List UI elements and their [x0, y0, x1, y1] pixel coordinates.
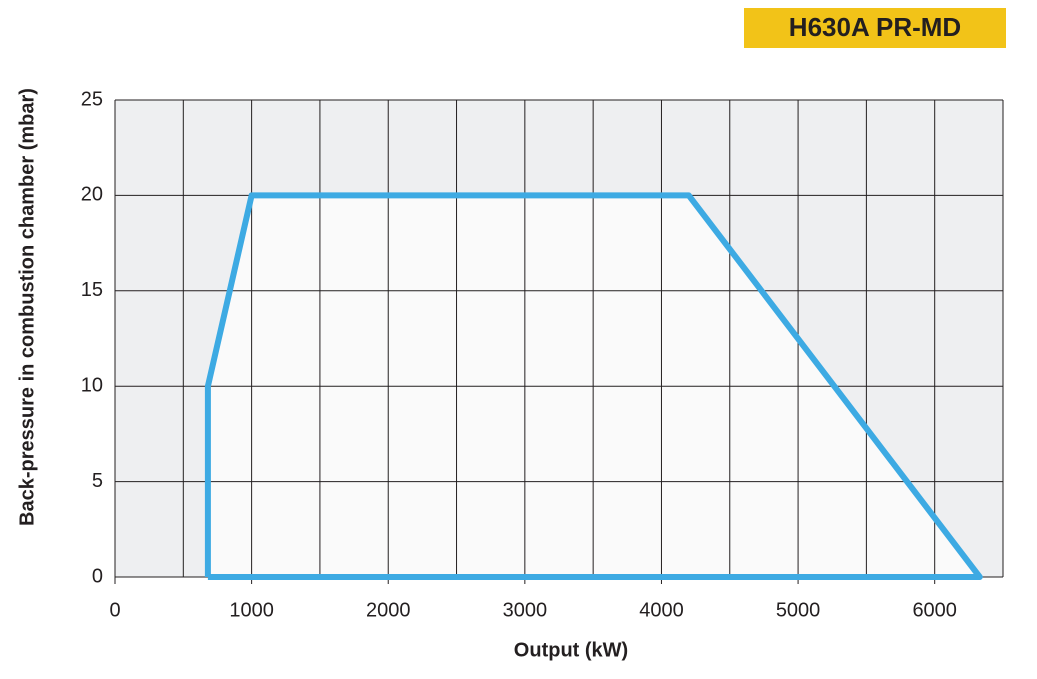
y-tick-label: 5	[92, 470, 103, 492]
y-tick-label: 20	[81, 184, 103, 206]
x-tick-label: 4000	[639, 599, 684, 621]
y-tick-label: 25	[81, 88, 103, 110]
y-axis-label: Back-pressure in combustion chamber (mba…	[16, 88, 38, 526]
x-tick-label: 3000	[503, 599, 548, 621]
x-tick-label: 2000	[366, 599, 411, 621]
x-tick-label: 0	[109, 599, 120, 621]
x-tick-label: 5000	[776, 599, 821, 621]
title-badge	[744, 8, 1006, 48]
x-axis-label: Output (kW)	[514, 639, 628, 661]
y-tick-label: 10	[81, 374, 103, 396]
x-tick-label: 1000	[229, 599, 274, 621]
y-tick-label: 0	[92, 565, 103, 587]
x-tick-label: 6000	[912, 599, 957, 621]
chart-title: H630A PR-MD	[789, 12, 961, 42]
working-field-outline	[204, 192, 983, 580]
y-tick-label: 15	[81, 279, 103, 301]
